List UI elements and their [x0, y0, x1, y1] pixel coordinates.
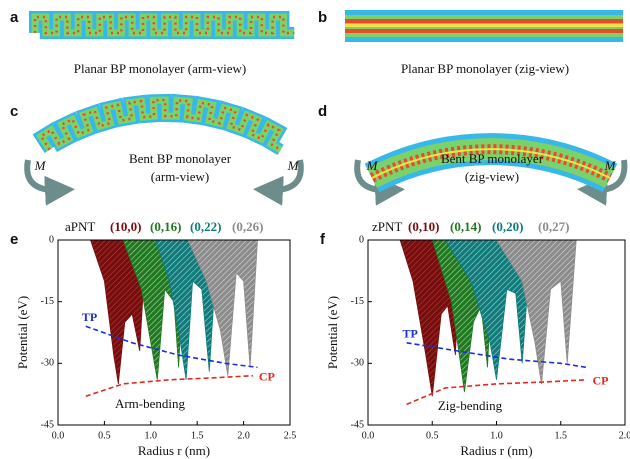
line-label: CP	[259, 369, 275, 383]
arm-band	[39, 98, 282, 151]
legend-label: (0,26)	[232, 219, 263, 234]
line-label: TP	[403, 327, 418, 341]
line-label: CP	[592, 374, 608, 388]
y-tick-label: -30	[41, 358, 54, 369]
plot-frame	[57, 239, 291, 426]
x-tick-label: 1.0	[490, 430, 503, 441]
panel-letter: f	[320, 231, 326, 248]
potential-area	[187, 239, 258, 376]
y-tick-label: -15	[351, 296, 364, 307]
panel-letter: d	[318, 103, 327, 120]
panel-letter: e	[10, 231, 18, 248]
y-tick-label: -15	[41, 296, 54, 307]
panel-caption: Bent BP monolayer	[441, 151, 544, 166]
line-label: TP	[82, 310, 97, 324]
x-tick-label: 2.0	[619, 430, 630, 441]
legend-label: (10,0)	[110, 219, 141, 234]
legend-label: (0,20)	[492, 219, 523, 234]
zig-arch	[364, 133, 618, 193]
panel-caption: Planar BP monolayer (zig-view)	[401, 61, 569, 76]
moment-label: M	[366, 158, 379, 173]
annotation: Zig-bending	[438, 398, 503, 413]
chart-title: zPNT	[372, 219, 402, 234]
x-tick-label: 0.0	[362, 430, 375, 441]
y-tick-label: -45	[351, 419, 364, 430]
y-axis-label: Potential (eV)	[15, 296, 30, 369]
x-tick-label: 2.5	[284, 430, 297, 441]
x-tick-label: 0.0	[52, 430, 65, 441]
boundary-line	[85, 374, 253, 397]
moment-label: M	[287, 158, 300, 173]
panel-caption: Planar BP monolayer (arm-view)	[74, 61, 246, 76]
x-axis-label: Radius r (nm)	[138, 443, 210, 458]
legend-label: (0,16)	[150, 219, 181, 234]
moment-arrow	[24, 159, 75, 206]
legend-label: (0,14)	[450, 219, 481, 234]
legend-label: (0,27)	[538, 219, 569, 234]
y-tick-label: 0	[359, 234, 364, 245]
arm-band	[33, 15, 295, 35]
moment-arrow	[253, 159, 304, 206]
x-axis-label: Radius r (nm)	[460, 443, 532, 458]
y-axis-label: Potential (eV)	[325, 296, 340, 369]
chart-title: aPNT	[65, 219, 95, 234]
panel-caption: (arm-view)	[151, 169, 209, 184]
boundary-line	[406, 342, 587, 369]
legend-label: (0,10)	[408, 219, 439, 234]
panel-letter: c	[10, 103, 18, 120]
potential-area	[495, 239, 577, 384]
panel-letter: b	[318, 9, 327, 26]
y-tick-label: 0	[49, 234, 54, 245]
panel-caption: (zig-view)	[465, 169, 519, 184]
boundary-line	[406, 379, 587, 406]
zig-band	[345, 10, 623, 42]
y-tick-label: -30	[351, 358, 364, 369]
x-tick-label: 0.5	[98, 430, 111, 441]
legend-label: (0,22)	[190, 219, 221, 234]
y-tick-label: -45	[41, 419, 54, 430]
panel-caption: Bent BP monolayer	[129, 151, 232, 166]
x-tick-label: 2.0	[237, 430, 250, 441]
moment-arrow	[354, 159, 405, 206]
x-tick-label: 1.0	[145, 430, 158, 441]
x-tick-label: 0.5	[426, 430, 439, 441]
x-tick-label: 1.5	[191, 430, 204, 441]
x-tick-label: 1.5	[555, 430, 568, 441]
annotation: Arm-bending	[115, 396, 186, 411]
moment-label: M	[604, 158, 617, 173]
moment-label: M	[34, 158, 47, 173]
moment-arrow	[577, 159, 628, 206]
panel-letter: a	[10, 9, 19, 26]
boundary-line	[85, 325, 258, 369]
